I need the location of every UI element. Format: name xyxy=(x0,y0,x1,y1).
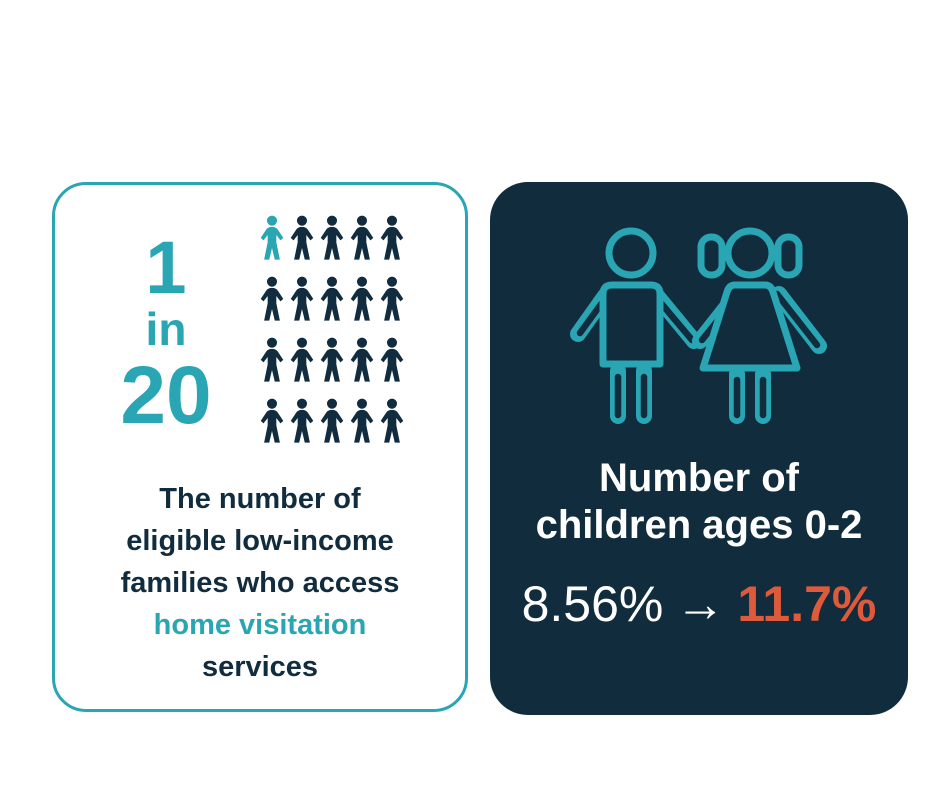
title-line: children ages 0-2 xyxy=(535,503,863,547)
person-icon xyxy=(260,215,284,260)
caption-line: families who access xyxy=(120,567,400,599)
person-icon xyxy=(320,215,344,260)
person-icon xyxy=(290,215,314,260)
person-icon xyxy=(380,215,404,260)
person-icon xyxy=(290,337,314,382)
stat-change: 8.56% → 11.7% xyxy=(490,577,908,631)
children-stat-card: Number of children ages 0-2 8.56% → 11.7% xyxy=(490,182,908,715)
children-holding-hands-icon xyxy=(570,227,827,424)
person-icon xyxy=(260,276,284,321)
person-icon xyxy=(260,337,284,382)
person-icon xyxy=(350,215,374,260)
left-card-caption: The number of eligible low-income famili… xyxy=(55,478,465,688)
caption-highlight-line: home visitation xyxy=(153,609,367,641)
person-icon xyxy=(290,398,314,443)
person-icon xyxy=(320,398,344,443)
ratio-and-pictograph-row: 1 in 20 xyxy=(55,185,465,446)
ratio-block: 1 in 20 xyxy=(105,209,227,446)
title-line: Number of xyxy=(599,456,799,500)
right-card-title: Number of children ages 0-2 xyxy=(490,455,908,549)
person-icon xyxy=(380,398,404,443)
caption-line: The number of xyxy=(159,483,361,515)
person-icon xyxy=(350,337,374,382)
home-visitation-card: 1 in 20 xyxy=(52,182,468,712)
stat-from-value: 8.56% xyxy=(521,576,664,632)
stat-to-value: 11.7% xyxy=(737,576,877,632)
ratio-word-in: in xyxy=(145,303,187,355)
person-icon xyxy=(380,337,404,382)
caption-line: eligible low-income xyxy=(126,525,394,557)
person-icon xyxy=(290,276,314,321)
person-icon xyxy=(260,398,284,443)
ratio-numerator: 1 xyxy=(145,226,187,309)
caption-line: services xyxy=(201,651,319,683)
pictograph-grid xyxy=(259,213,405,446)
person-icon xyxy=(350,276,374,321)
person-icon xyxy=(350,398,374,443)
person-icon xyxy=(320,337,344,382)
ratio-denominator: 20 xyxy=(120,350,212,441)
person-icon xyxy=(320,276,344,321)
person-icon xyxy=(380,276,404,321)
right-arrow-icon: → xyxy=(675,576,726,632)
